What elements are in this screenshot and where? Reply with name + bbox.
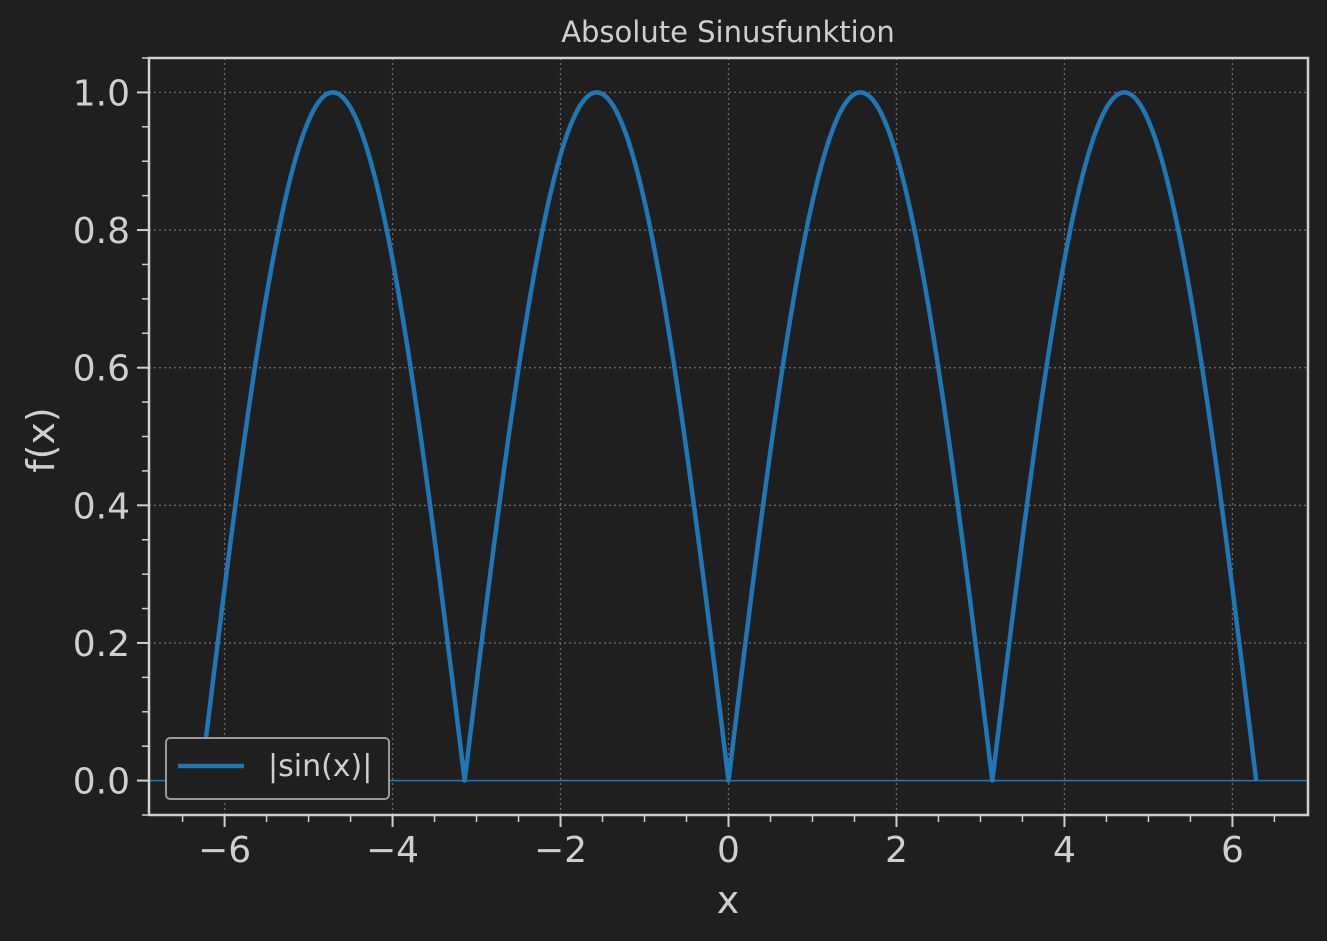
x-tick-label: 2: [885, 830, 908, 871]
x-tick-label: 0: [717, 830, 740, 871]
x-tick-label: 6: [1221, 830, 1244, 871]
legend-box: [165, 737, 390, 800]
y-tick-label: 0.2: [73, 624, 130, 665]
legend-label: |sin(x)|: [268, 749, 372, 784]
y-tick-label: 0.0: [73, 762, 130, 803]
y-tick-label: 0.8: [73, 211, 130, 252]
legend: |sin(x)|: [165, 737, 390, 800]
x-axis-label: x: [717, 878, 740, 922]
x-tick-label: 4: [1053, 830, 1076, 871]
y-axis-label: f(x): [19, 407, 63, 473]
x-tick-label: −2: [534, 830, 587, 871]
y-tick-label: 1.0: [73, 73, 130, 114]
axes: −6 −4 −2 0 2 4 6 0.0 0.2 0.4 0.6 0.8 1.0: [73, 56, 1310, 871]
x-tick-label: −4: [366, 830, 419, 871]
series-line-abs-sin: [198, 90, 1259, 783]
chart-title: Absolute Sinusfunktion: [561, 15, 895, 49]
y-tick-label: 0.4: [73, 486, 130, 527]
y-tick-label: 0.6: [73, 349, 130, 390]
x-tick-label: −6: [198, 830, 251, 871]
